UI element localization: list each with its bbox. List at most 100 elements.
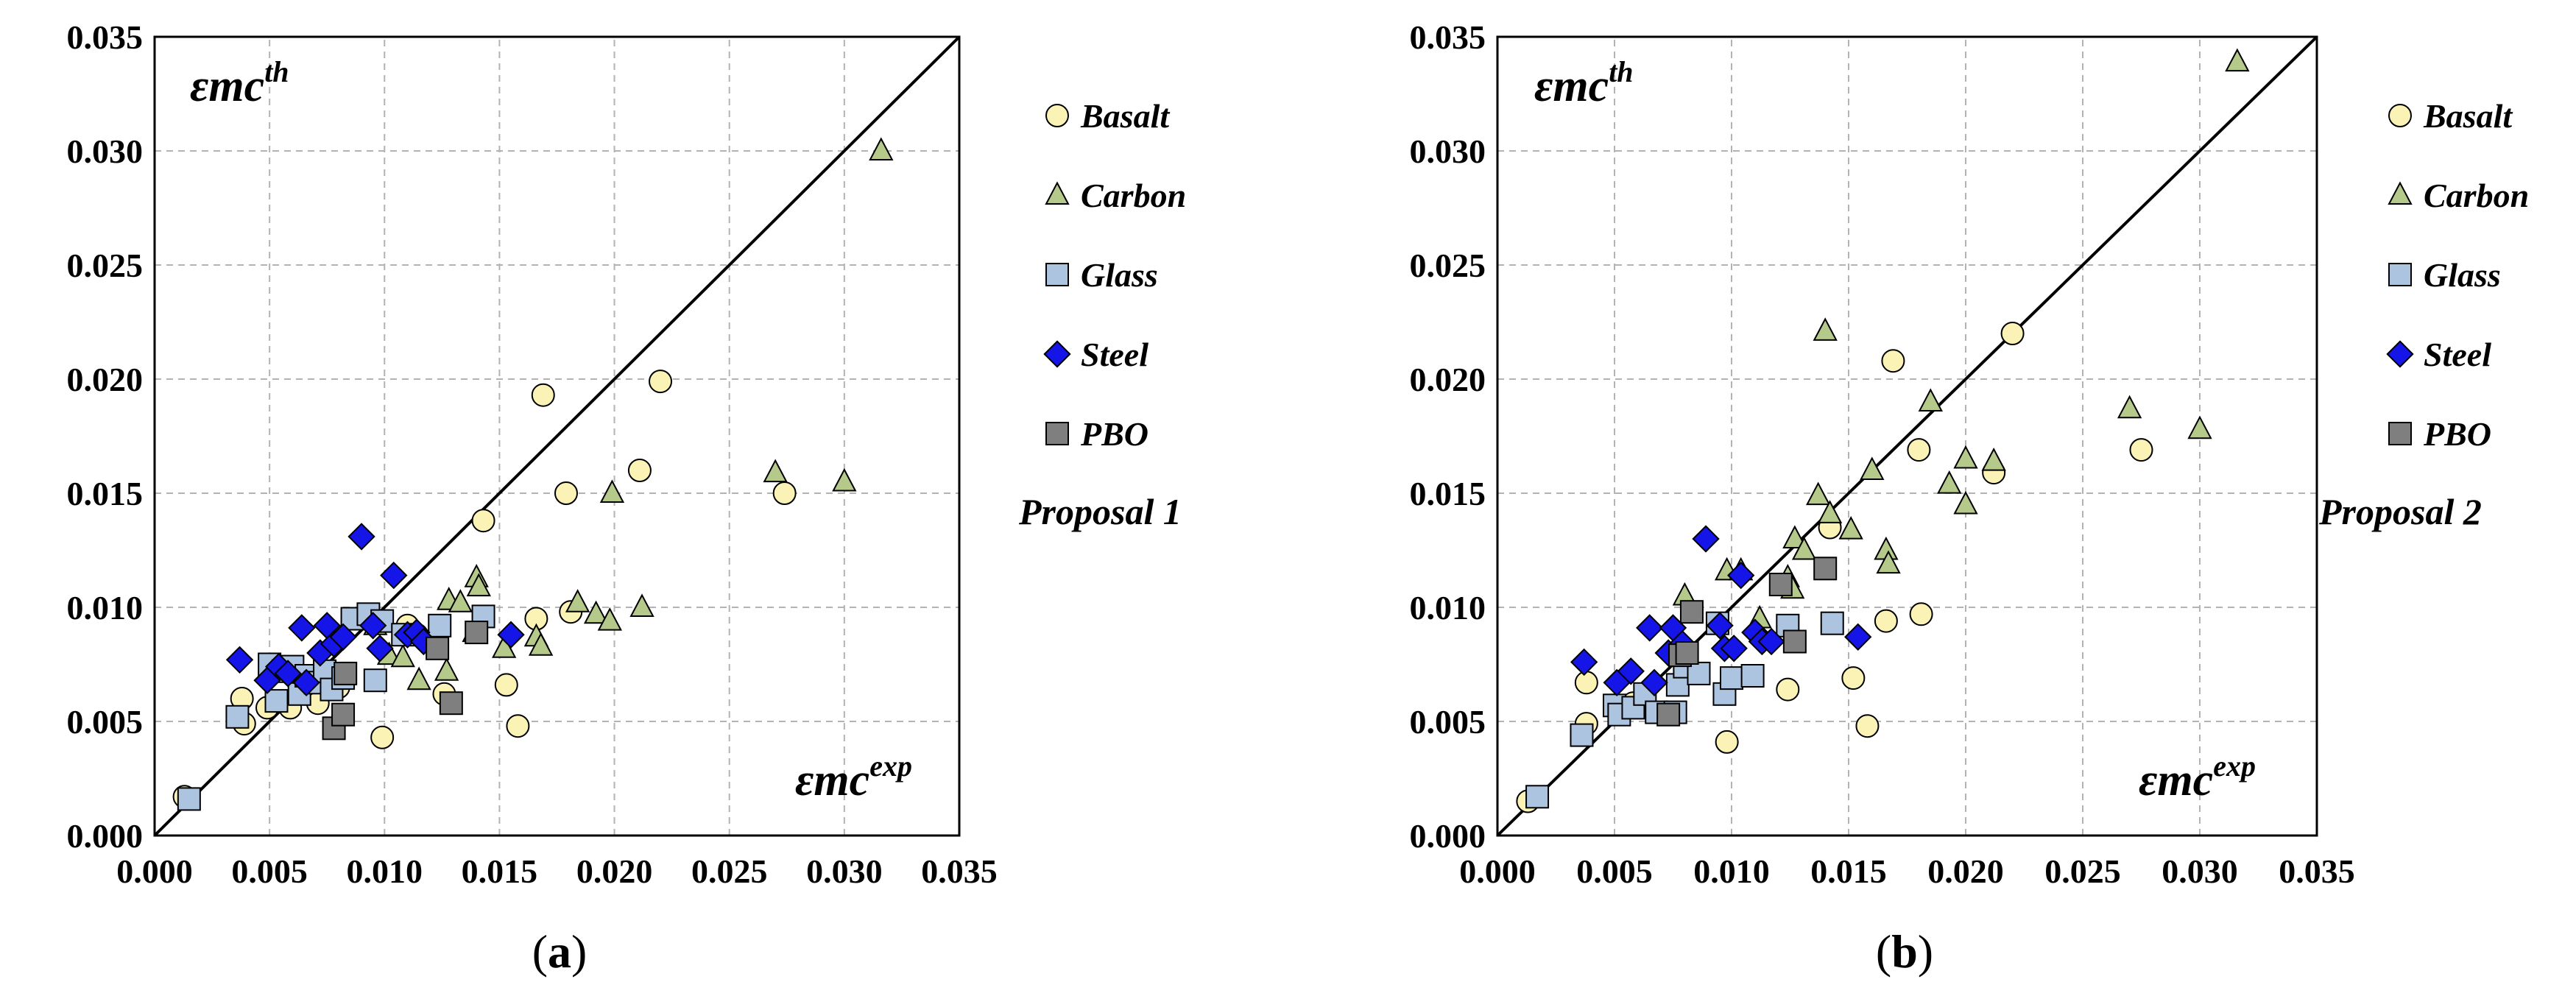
data-point-basalt bbox=[2000, 322, 2025, 345]
data-point-carbon bbox=[1791, 536, 1817, 560]
data-point-steel bbox=[380, 561, 408, 590]
y-tick-label: 0.015 bbox=[1410, 475, 1486, 512]
data-point-glass bbox=[177, 787, 201, 811]
data-point-steel bbox=[329, 623, 357, 651]
data-point-basalt bbox=[494, 673, 518, 697]
basalt-legend-marker bbox=[1045, 104, 1069, 127]
steel-legend-marker bbox=[2386, 340, 2414, 368]
proposal-label: Proposal 2 bbox=[2318, 491, 2482, 532]
glass-legend-marker bbox=[1045, 263, 1069, 286]
y-tick-label: 0.000 bbox=[1410, 817, 1486, 855]
x-tick-label: 0.005 bbox=[1576, 852, 1653, 890]
data-point-basalt bbox=[1855, 714, 1880, 738]
data-point-carbon bbox=[1876, 550, 1901, 574]
y-tick-label: 0.005 bbox=[67, 703, 144, 741]
x-tick-label: 0.015 bbox=[1810, 852, 1887, 890]
data-point-glass bbox=[428, 613, 452, 637]
y-tick-label: 0.035 bbox=[1410, 18, 1486, 56]
data-point-steel bbox=[1706, 612, 1734, 640]
data-point-pbo bbox=[331, 702, 356, 727]
data-point-carbon bbox=[869, 137, 894, 160]
x-tick-label: 0.030 bbox=[806, 852, 883, 890]
data-point-steel bbox=[1757, 627, 1785, 656]
data-point-carbon bbox=[565, 589, 590, 612]
glass-legend-marker bbox=[2388, 263, 2412, 286]
y-tick-label: 0.035 bbox=[67, 18, 144, 56]
legend: Basalt Carbon Glass Steel PBO bbox=[2386, 97, 2529, 453]
legend-item-steel: Steel bbox=[2386, 336, 2491, 373]
y-axis-label: εmcth bbox=[1534, 55, 1634, 111]
x-tick-label: 0.025 bbox=[691, 852, 768, 890]
data-point-basalt bbox=[471, 509, 495, 533]
data-point-pbo bbox=[1813, 557, 1838, 581]
y-tick-label: 0.000 bbox=[67, 817, 144, 855]
y-tick-label: 0.010 bbox=[1410, 589, 1486, 626]
legend-item-glass: Glass bbox=[2388, 256, 2501, 294]
data-point-basalt bbox=[1907, 438, 1931, 462]
legend-item-steel: Steel bbox=[1043, 336, 1148, 373]
legend-item-carbon: Carbon bbox=[2388, 177, 2529, 214]
y-tick-label: 0.005 bbox=[1410, 703, 1486, 741]
data-point-carbon bbox=[583, 600, 609, 624]
data-point-steel bbox=[288, 614, 316, 642]
legend-item-pbo: PBO bbox=[1045, 415, 1148, 453]
legend-label: Carbon bbox=[1081, 177, 1186, 214]
x-tick-label: 0.010 bbox=[347, 852, 423, 890]
data-points bbox=[172, 137, 894, 811]
x-tick-label: 0.000 bbox=[1459, 852, 1536, 890]
legend-item-carbon: Carbon bbox=[1045, 177, 1186, 214]
data-point-carbon bbox=[2187, 415, 2212, 439]
data-point-carbon bbox=[1860, 456, 1885, 480]
data-point-pbo bbox=[439, 691, 463, 716]
data-point-pbo bbox=[1768, 573, 1793, 596]
data-point-steel bbox=[347, 523, 375, 551]
x-axis-ticks: 0.000 0.005 0.010 0.015 0.020 0.025 0.030 0.035 bbox=[1459, 852, 2355, 890]
data-point-pbo bbox=[465, 621, 489, 645]
data-point-glass bbox=[1720, 666, 1743, 691]
y-tick-label: 0.025 bbox=[67, 247, 144, 284]
data-points bbox=[1516, 48, 2250, 813]
data-point-carbon bbox=[763, 459, 788, 483]
legend-label: Basalt bbox=[2423, 97, 2513, 135]
data-point-basalt bbox=[649, 370, 673, 394]
data-point-pbo bbox=[1782, 629, 1807, 654]
panel-caption: (a) bbox=[532, 925, 587, 978]
x-tick-label: 0.035 bbox=[921, 852, 998, 890]
y-tick-label: 0.030 bbox=[67, 133, 144, 170]
panel-b-chart: 0.000 0.005 0.010 0.015 0.020 0.025 0.030 0.035… bbox=[1410, 18, 2530, 978]
data-point-basalt bbox=[370, 725, 395, 749]
x-tick-label: 0.010 bbox=[1693, 852, 1770, 890]
data-point-carbon bbox=[448, 589, 473, 612]
data-point-carbon bbox=[406, 666, 431, 691]
data-point-basalt bbox=[1841, 666, 1866, 691]
data-point-steel bbox=[1617, 657, 1645, 685]
pbo-legend-marker bbox=[1045, 422, 1069, 445]
data-point-carbon bbox=[466, 573, 491, 597]
x-axis-label: εmcexp bbox=[2139, 749, 2256, 805]
plot-frame bbox=[1496, 35, 2318, 837]
data-point-basalt bbox=[1715, 730, 1739, 754]
data-point-basalt bbox=[1909, 602, 1933, 626]
data-point-pbo bbox=[334, 661, 358, 685]
legend-item-basalt: Basalt bbox=[1045, 97, 1170, 135]
data-point-steel bbox=[274, 660, 302, 688]
y-tick-label: 0.010 bbox=[67, 589, 144, 626]
legend-label: Basalt bbox=[1080, 97, 1170, 135]
data-point-basalt bbox=[2129, 438, 2153, 462]
carbon-legend-marker bbox=[1045, 181, 1070, 205]
legend: Basalt Carbon Glass Steel PBO bbox=[1043, 97, 1186, 453]
x-tick-label: 0.035 bbox=[2279, 852, 2355, 890]
data-point-glass bbox=[1570, 723, 1594, 747]
data-point-steel bbox=[497, 621, 525, 649]
data-point-carbon bbox=[629, 593, 654, 617]
data-point-steel bbox=[366, 635, 394, 663]
data-point-carbon bbox=[599, 479, 625, 503]
data-point-carbon bbox=[1953, 490, 1978, 515]
data-point-steel bbox=[292, 668, 320, 696]
y-tick-label: 0.020 bbox=[1410, 361, 1486, 398]
y-axis-ticks: 0.000 0.005 0.010 0.015 0.020 0.025 0.030 0.035 bbox=[1410, 18, 1486, 855]
data-point-glass bbox=[363, 668, 387, 693]
legend-label: Glass bbox=[1081, 256, 1158, 294]
data-point-glass bbox=[1740, 664, 1765, 688]
y-axis-label: εmcth bbox=[190, 55, 289, 111]
